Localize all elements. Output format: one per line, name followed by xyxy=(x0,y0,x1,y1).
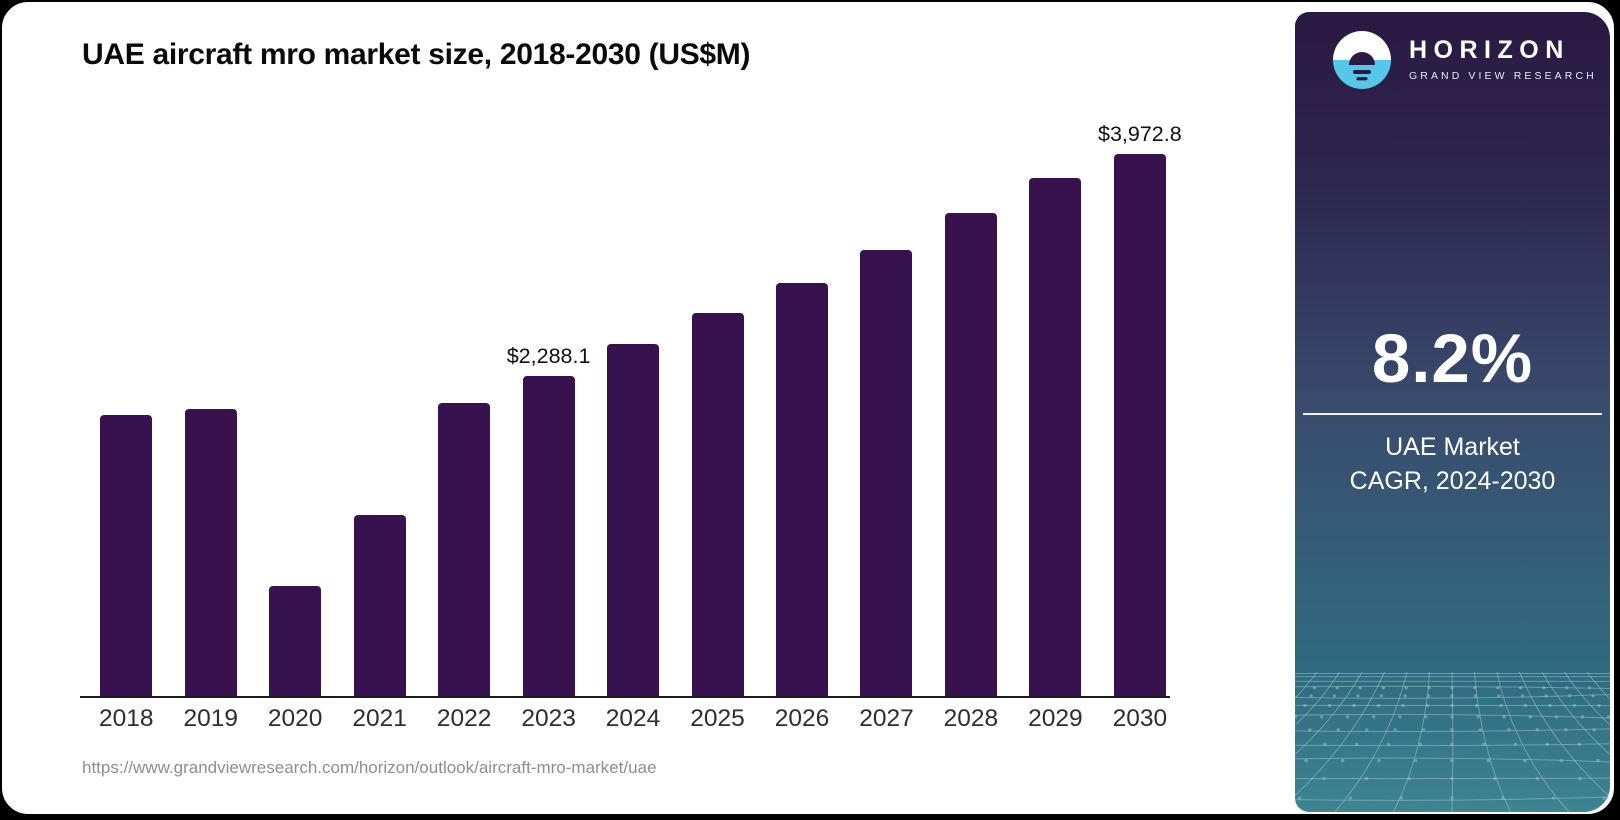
x-tick-label-2029: 2029 xyxy=(1028,705,1083,732)
bar-cell-2024 xyxy=(591,122,675,697)
bar-2022 xyxy=(438,403,491,697)
bar-2025 xyxy=(691,313,744,697)
brand-side-panel: HORIZON GRAND VIEW RESEARCH 8.2% UAE Mar… xyxy=(1295,12,1610,812)
x-tick-label-2024: 2024 xyxy=(605,705,661,732)
cagr-label-line1: UAE Market xyxy=(1385,433,1520,461)
x-tick-label-2027: 2027 xyxy=(859,705,914,732)
plot-area: $2,288.1 $3,972.8 xyxy=(84,122,1182,697)
bar-cell-2020 xyxy=(253,122,337,697)
x-tick-label-2019: 2019 xyxy=(183,705,238,732)
horizon-sun-over-water-icon xyxy=(1333,31,1391,89)
bar-cell-2030: $3,972.8 xyxy=(1098,122,1182,697)
bar-2021 xyxy=(353,515,406,697)
cagr-value: 8.2% xyxy=(1371,320,1534,397)
x-axis-labels: 2018 2019 2020 2021 2022 2023 2024 2025 2026 2027… xyxy=(84,705,1182,733)
bar-cell-2018 xyxy=(84,122,168,697)
bar-cell-2025 xyxy=(675,122,759,697)
x-tick-label-2018: 2018 xyxy=(98,705,154,732)
brand-name: HORIZON xyxy=(1409,36,1570,64)
bar-2019 xyxy=(184,409,237,697)
x-tick-label-2028: 2028 xyxy=(943,705,999,732)
bar-cell-2023: $2,288.1 xyxy=(506,122,590,697)
brand-text-block: HORIZON GRAND VIEW RESEARCH xyxy=(1409,36,1597,83)
x-tick-label-2026: 2026 xyxy=(774,705,830,732)
x-tick-label-2021: 2021 xyxy=(352,705,407,732)
bar-cell-2022 xyxy=(422,122,506,697)
source-url-text: https://www.grandviewresearch.com/horizo… xyxy=(82,758,657,777)
bar-2024 xyxy=(607,344,660,697)
bar-2027 xyxy=(860,250,913,697)
bar-cell-2026 xyxy=(760,122,844,697)
x-tick-label-2030: 2030 xyxy=(1112,705,1168,732)
x-tick-label-2023: 2023 xyxy=(521,705,576,732)
cagr-label-line2: CAGR, 2024-2030 xyxy=(1349,467,1556,495)
bar-2030 xyxy=(1113,154,1166,697)
bar-cell-2028 xyxy=(929,122,1013,697)
bar-2020 xyxy=(269,586,322,697)
bar-2029 xyxy=(1029,178,1082,697)
chart-title: UAE aircraft mro market size, 2018-2030 … xyxy=(82,38,751,71)
wireframe-mesh-graphic xyxy=(1295,672,1610,812)
bar-2023 xyxy=(522,376,575,697)
x-tick-label-2022: 2022 xyxy=(436,705,492,732)
bar-cell-2029 xyxy=(1013,122,1097,697)
bar-cell-2027 xyxy=(844,122,928,697)
cagr-stat-block: 8.2% UAE Market CAGR, 2024-2030 xyxy=(1295,324,1610,498)
bar-2028 xyxy=(944,213,997,697)
brand-header: HORIZON GRAND VIEW RESEARCH xyxy=(1332,30,1597,90)
stat-divider xyxy=(1303,413,1602,415)
x-tick-label-2025: 2025 xyxy=(690,705,745,732)
x-tick-label-2020: 2020 xyxy=(267,705,323,732)
bar-value-label-2023: $2,288.1 xyxy=(506,344,591,368)
bar-value-label-2030: $3,972.8 xyxy=(1098,122,1182,146)
bar-2026 xyxy=(775,283,828,697)
brand-subtitle: GRAND VIEW RESEARCH xyxy=(1409,70,1597,82)
bar-2018 xyxy=(100,415,153,697)
x-axis-line xyxy=(80,696,1170,698)
bar-cell-2021 xyxy=(337,122,421,697)
bar-cell-2019 xyxy=(168,122,252,697)
